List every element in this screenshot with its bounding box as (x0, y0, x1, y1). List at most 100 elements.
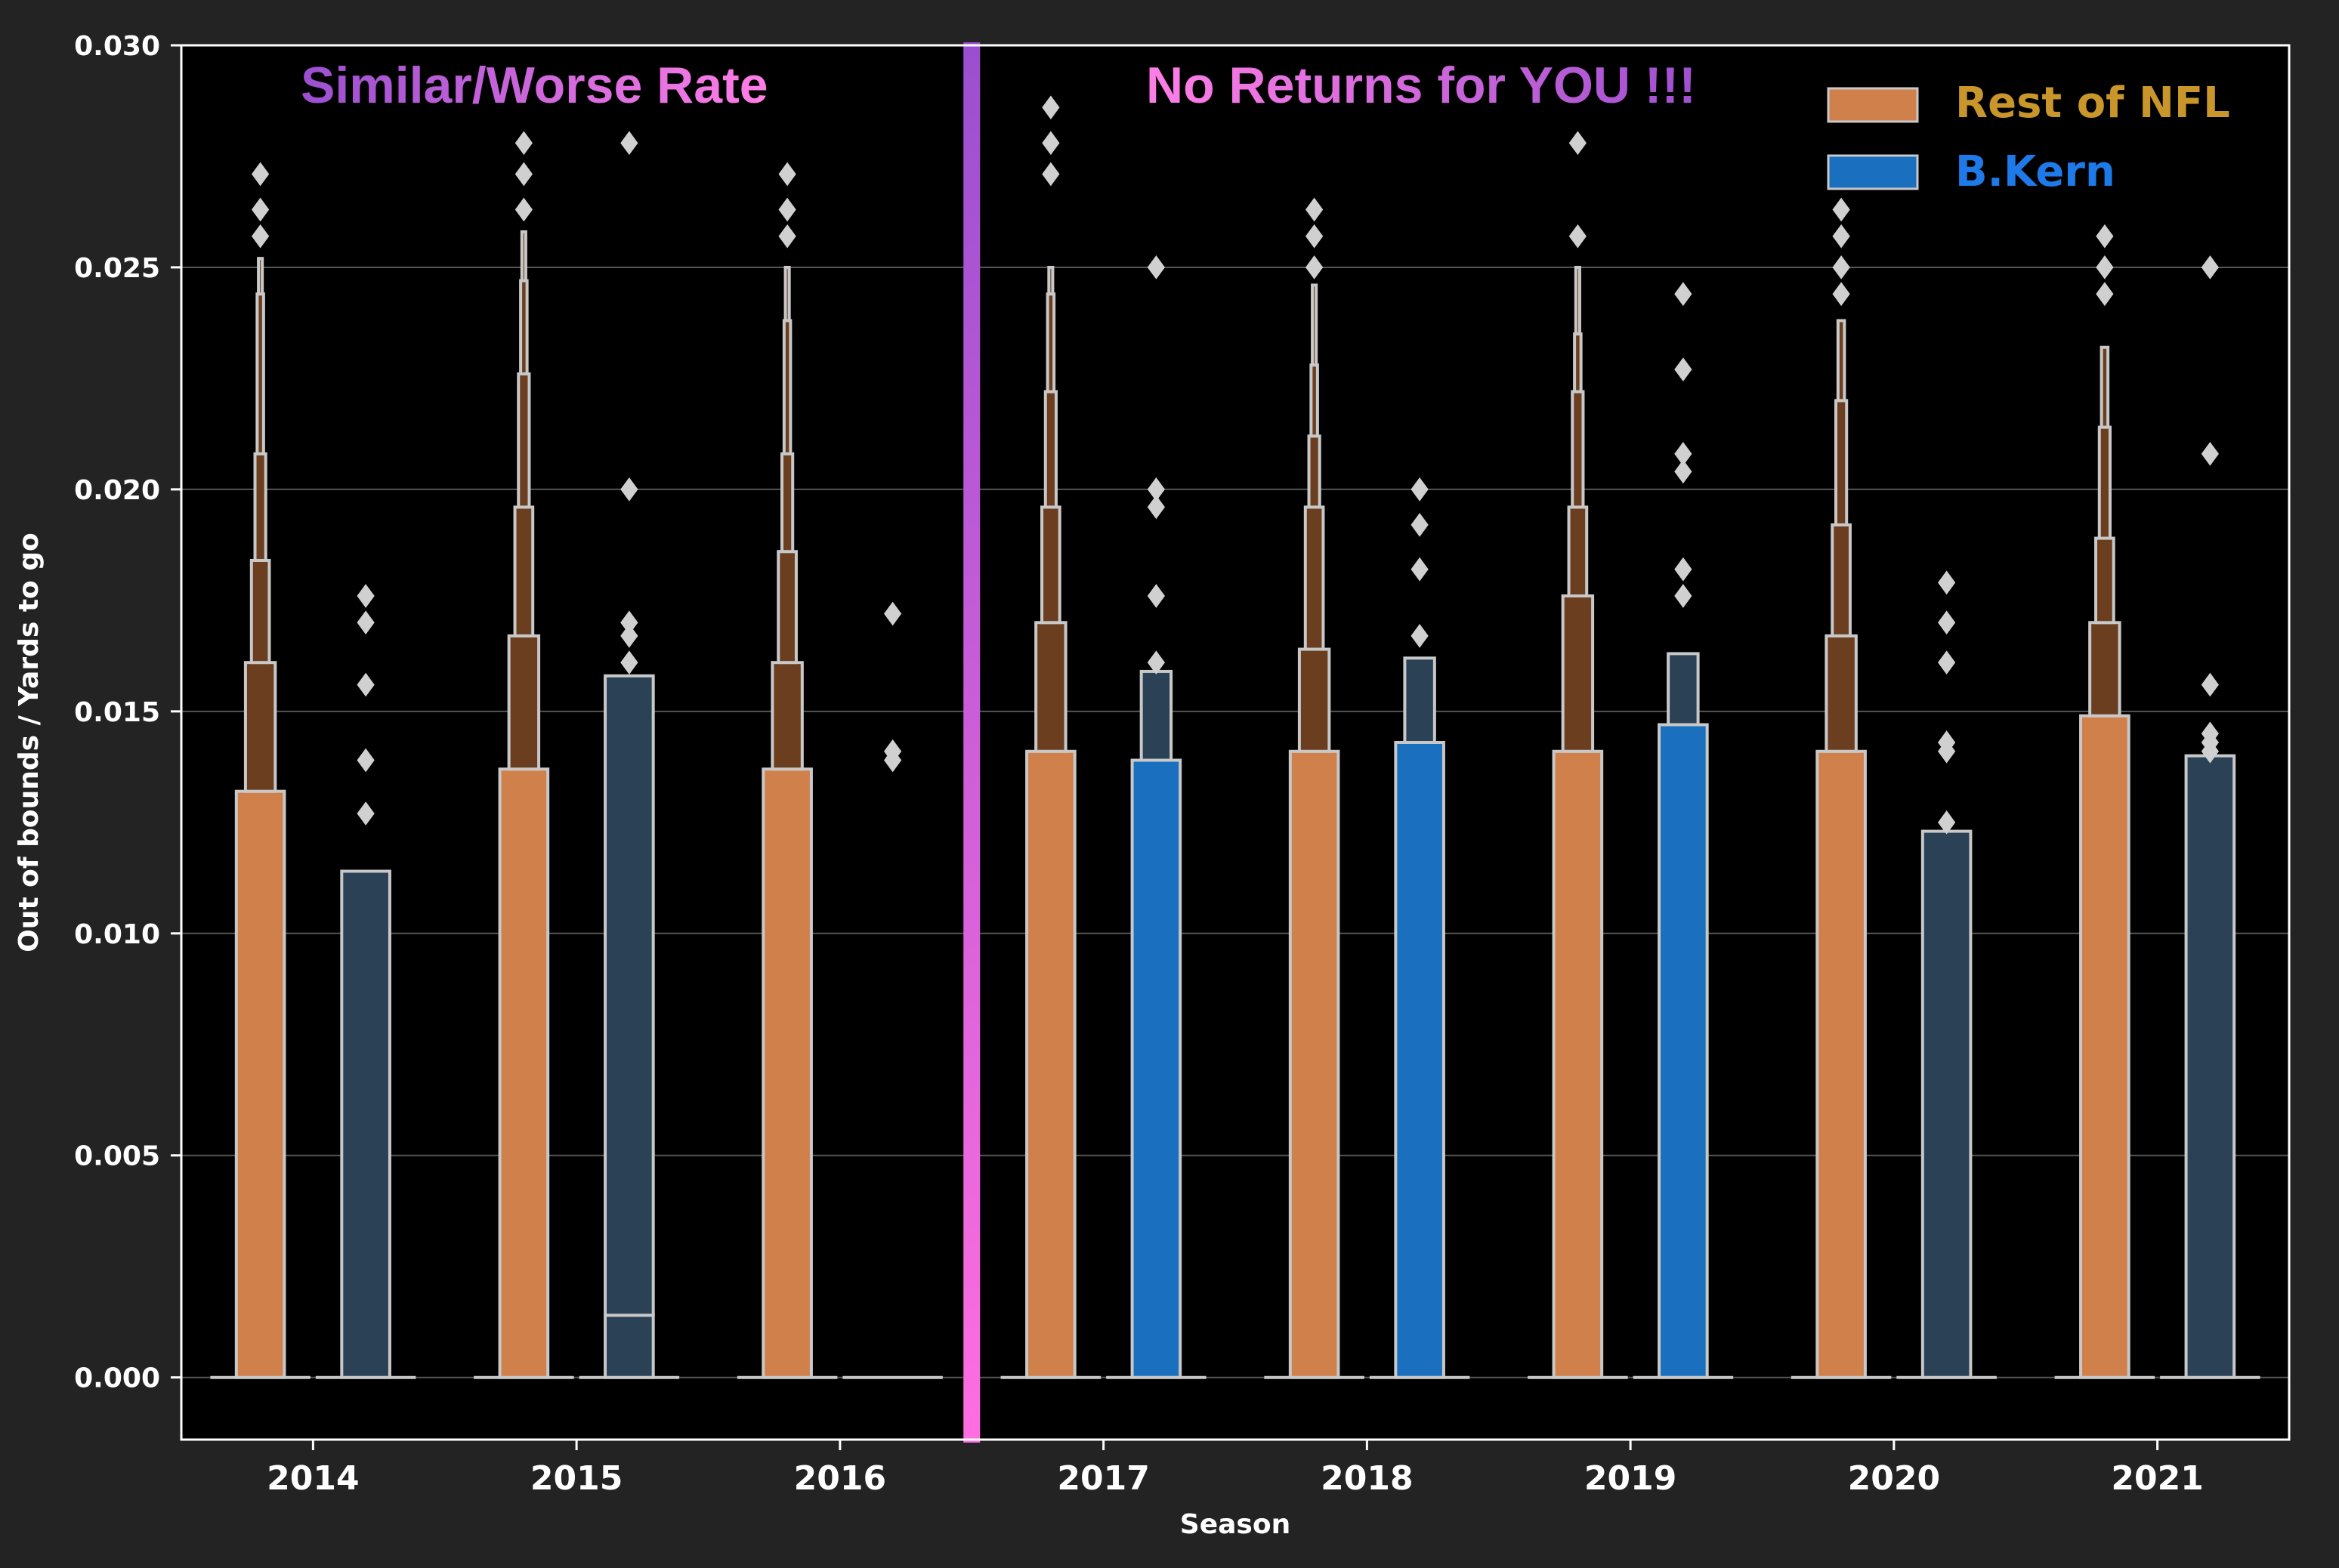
box-level (1034, 621, 1068, 753)
y-tick-label: 0.025 (74, 253, 160, 284)
outlier-point (1147, 584, 1165, 608)
outlier-point (1147, 477, 1165, 502)
outlier-point (1938, 610, 1956, 635)
outlier-point (620, 650, 638, 675)
annotation-right: No Returns for YOU !!! (1146, 57, 1696, 114)
box-level (1303, 505, 1325, 651)
box-level (783, 265, 791, 323)
box-main (762, 767, 813, 1379)
x-tick-label: 2018 (1321, 1459, 1413, 1498)
box-level (257, 257, 264, 296)
box-level (243, 661, 277, 793)
legend-swatch-b-kern (1827, 154, 1919, 190)
outlier-point (1305, 255, 1324, 279)
outlier-point (252, 224, 270, 248)
box-level (771, 661, 804, 771)
legend-label-b-kern: B.Kern (1955, 147, 2115, 196)
outlier-point (884, 601, 902, 626)
outlier-point (357, 748, 375, 773)
box-main (340, 869, 391, 1379)
y-tick-label: 0.000 (74, 1363, 160, 1394)
outlier-point (1147, 495, 1165, 520)
outlier-point (1674, 282, 1692, 307)
outlier-point (2096, 224, 2114, 248)
outlier-point (1411, 477, 1429, 502)
outlier-point (620, 610, 638, 635)
outlier-point (1411, 624, 1429, 648)
box-level (1574, 265, 1581, 336)
outlier-point (357, 672, 375, 697)
outlier-point (357, 584, 375, 608)
outlier-point (1305, 197, 1324, 222)
box-level (1667, 652, 1700, 727)
legend-label-rest-of-nfl: Rest of NFL (1955, 79, 2230, 128)
outlier-point (1042, 131, 1060, 156)
box-level (507, 634, 541, 771)
box-level (1307, 434, 1321, 509)
outlier-point (514, 131, 533, 156)
outlier-point (778, 197, 796, 222)
outlier-point (1042, 162, 1060, 187)
box-level (1825, 634, 1858, 753)
box-level (519, 279, 529, 376)
box-main (1025, 749, 1077, 1379)
box-main (2184, 754, 2236, 1379)
box-level (782, 319, 793, 455)
box-level (249, 558, 271, 665)
outlier-point (1674, 584, 1692, 608)
box-level (517, 372, 531, 509)
x-tick-label: 2015 (530, 1459, 623, 1498)
box-main (1920, 829, 1973, 1379)
box-level (1834, 399, 1849, 526)
divider-line (963, 42, 981, 1443)
outlier-point (1832, 197, 1850, 222)
annotation-left: Similar/Worse Rate (301, 57, 768, 114)
box-level (2088, 621, 2121, 718)
outlier-point (884, 739, 902, 764)
x-tick-label: 2019 (1584, 1459, 1676, 1498)
outlier-point (1674, 442, 1692, 466)
box-level (2094, 536, 2115, 625)
box-level (1836, 319, 1846, 403)
outlier-point (2201, 721, 2219, 746)
box-level (1403, 656, 1436, 745)
box-level (520, 230, 527, 282)
x-tick-label: 2021 (2111, 1459, 2203, 1498)
plot-area (181, 45, 2289, 1440)
outlier-point (620, 624, 638, 648)
box-main (1815, 749, 1867, 1379)
outlier-point (620, 477, 638, 502)
x-tick-label: 2016 (794, 1459, 886, 1498)
box-level (1561, 594, 1595, 753)
box-level (2097, 425, 2112, 540)
y-axis: 0.000 0.005 0.010 0.015 0.020 0.025 0.030 (74, 31, 181, 1394)
outlier-point (1674, 459, 1692, 484)
outlier-point (778, 224, 796, 248)
box-level (604, 674, 655, 1317)
box-level (1571, 390, 1585, 509)
outlier-point (1674, 557, 1692, 582)
box-main (604, 1313, 655, 1379)
outlier-point (1411, 557, 1429, 582)
box-level (1047, 265, 1055, 296)
outlier-point (1938, 730, 1956, 755)
box-level (1573, 332, 1583, 394)
legend-swatch-rest-of-nfl (1827, 87, 1919, 123)
y-tick-label: 0.020 (74, 475, 160, 506)
box-level (255, 292, 265, 455)
boxen-marks (210, 95, 2260, 1379)
outlier-point (1938, 810, 1956, 835)
y-axis-label: Out of bounds / Yards to go (14, 532, 45, 952)
outlier-point (2201, 255, 2219, 279)
outlier-point (2096, 255, 2114, 279)
outlier-point (1832, 255, 1850, 279)
outlier-point (2096, 282, 2114, 307)
outlier-point (357, 801, 375, 826)
box-main (498, 767, 550, 1379)
era-divider (963, 42, 981, 1443)
box-level (513, 505, 535, 637)
outlier-point (1938, 650, 1956, 675)
box-main (1658, 723, 1709, 1379)
box-level (1046, 292, 1056, 394)
